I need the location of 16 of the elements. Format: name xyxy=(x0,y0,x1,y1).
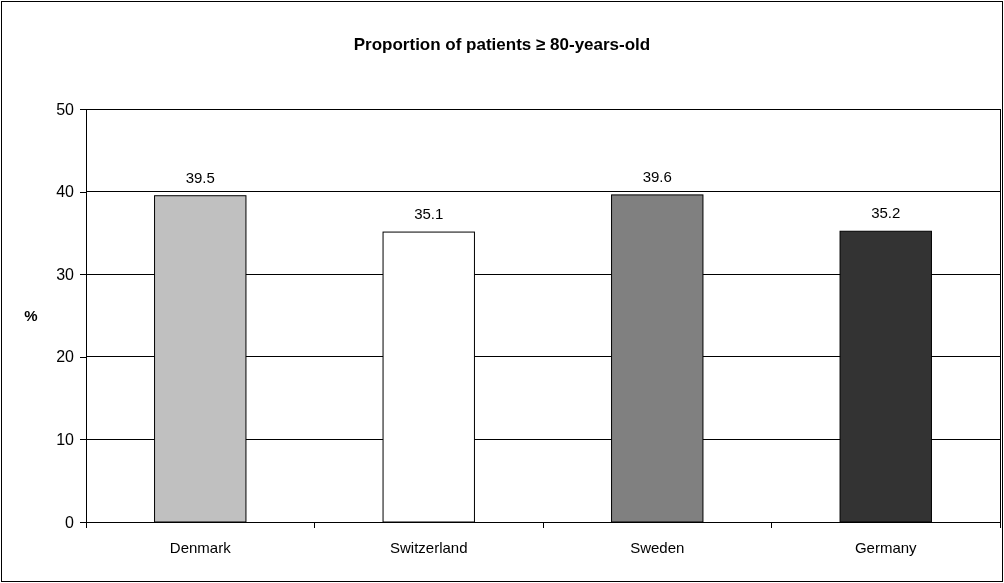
y-axis-title: % xyxy=(24,306,38,324)
y-tick-label: 30 xyxy=(56,265,75,283)
y-tick-label: 40 xyxy=(56,183,75,201)
chart-title: Proportion of patients ≥ 80-years-old xyxy=(353,35,651,54)
data-label: 35.2 xyxy=(871,204,901,222)
data-label: 39.6 xyxy=(642,167,672,185)
x-tick-label: Sweden xyxy=(630,539,685,556)
x-tick-label: Denmark xyxy=(169,539,232,556)
y-tick-label: 20 xyxy=(56,348,75,366)
x-tick-label: Germany xyxy=(854,539,918,556)
data-label: 35.1 xyxy=(414,205,444,223)
y-tick-label: 50 xyxy=(56,100,75,118)
y-tick-label: 10 xyxy=(56,431,75,449)
y-tick-label: 0 xyxy=(65,513,75,531)
data-label: 39.5 xyxy=(185,168,215,186)
x-tick-label: Switzerland xyxy=(389,539,468,556)
